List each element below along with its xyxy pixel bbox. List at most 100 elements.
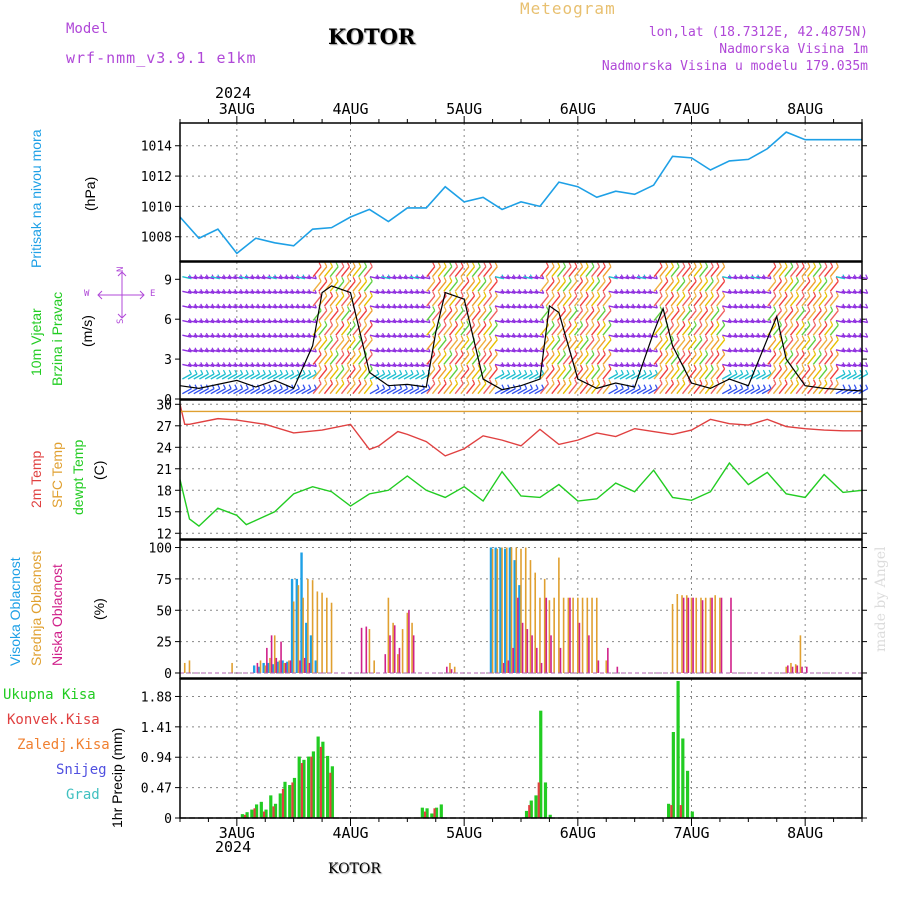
wind-barb — [693, 295, 703, 307]
wind-barb-tick — [318, 379, 322, 384]
wind-barb-tick — [659, 364, 663, 370]
wind-barb-tick — [449, 276, 453, 282]
wind-barb — [500, 319, 510, 324]
wind-barb — [239, 334, 249, 338]
wind-barb — [358, 310, 368, 321]
wind-barb — [704, 339, 714, 351]
wind-barb — [858, 319, 868, 324]
wind-barb-tick — [364, 262, 368, 267]
wind-barb — [477, 310, 487, 321]
wind-barb — [812, 295, 822, 307]
wind-barb — [233, 319, 243, 324]
y-tick-label: 1010 — [141, 200, 172, 215]
wind-barb — [284, 305, 294, 309]
wind-barb-tick — [466, 262, 470, 267]
wind-barb-tick — [716, 335, 720, 341]
wind-barb — [806, 280, 817, 292]
wind-barb — [517, 349, 527, 353]
wind-barb-tick — [773, 335, 777, 341]
wind-barb — [806, 324, 817, 336]
wind-barb — [772, 295, 782, 307]
wind-barb — [596, 339, 606, 351]
wind-barb-tick — [812, 335, 817, 341]
wind-barb — [710, 368, 720, 380]
wind-barb — [267, 275, 277, 280]
wind-barb — [806, 383, 817, 395]
wind-barb — [648, 373, 658, 380]
wind-barb-tick — [795, 364, 800, 370]
wind-barb — [642, 290, 652, 294]
wind-barb — [471, 295, 481, 307]
wind-barb — [625, 334, 635, 338]
wind-barb-tick — [585, 379, 589, 384]
wind-barb — [409, 373, 420, 380]
wind-barb-tick — [324, 335, 328, 341]
y-tick-label: 6 — [164, 313, 172, 328]
wind-barb — [199, 363, 209, 368]
wind-barb — [829, 295, 839, 307]
wind-barb — [193, 305, 203, 309]
wind-barb-tick — [676, 276, 680, 282]
wind-barb — [301, 319, 311, 324]
wind-barb — [426, 383, 436, 395]
wind-barb-tick — [574, 262, 578, 267]
wind-barb — [704, 383, 714, 395]
wind-barb-tick — [335, 379, 339, 384]
precip-bar — [307, 756, 311, 818]
wind-barb — [448, 295, 459, 307]
wind-barb — [835, 373, 846, 380]
wind-barb — [648, 305, 658, 309]
wind-barb — [403, 275, 414, 280]
precip-bar — [671, 732, 675, 818]
wind-barb — [523, 334, 533, 338]
wind-barb — [233, 334, 243, 338]
wind-barb — [312, 368, 322, 380]
wind-barb — [431, 295, 441, 307]
wind-barb-tick — [574, 379, 578, 384]
wind-barb — [727, 290, 738, 294]
wind-barb — [693, 266, 703, 278]
wind-barb — [494, 290, 505, 294]
wind-barb-tick — [830, 364, 834, 370]
wind-barb-tick — [670, 364, 674, 370]
wind-barb — [227, 290, 237, 294]
wind-barb-tick — [795, 291, 800, 297]
wind-barb-tick — [352, 276, 356, 282]
precip-bar — [288, 785, 292, 818]
wind-barb — [415, 275, 425, 280]
wind-barb — [744, 363, 755, 368]
wind-barb — [295, 290, 306, 294]
wind-barb — [403, 363, 414, 368]
wind-barb — [789, 295, 800, 307]
wind-barb — [182, 290, 192, 294]
wind-barb-tick — [853, 369, 857, 375]
wind-barb-tick — [807, 306, 811, 311]
wind-barb-tick — [346, 364, 351, 370]
wind-barb — [204, 363, 215, 368]
wind-barb-tick — [302, 369, 306, 375]
wind-barb-tick — [562, 350, 567, 355]
wind-barb — [352, 368, 362, 380]
wind-barb-tick — [795, 320, 800, 326]
wind-barb — [739, 290, 749, 294]
wind-barb — [295, 305, 306, 309]
wind-barb — [727, 275, 738, 280]
wind-barb-tick — [597, 276, 601, 282]
wind-barb — [653, 368, 663, 380]
wind-barb — [488, 266, 498, 278]
wind-barb — [488, 295, 498, 307]
wind-barb — [437, 295, 447, 307]
wind-barb — [307, 349, 317, 353]
wind-barb — [818, 368, 828, 380]
wind-barb-tick — [676, 350, 680, 355]
wind-barb — [375, 275, 385, 280]
wind-barb — [585, 368, 595, 380]
wind-barb — [216, 290, 226, 294]
wind-barb — [477, 266, 487, 278]
wind-barb-tick — [518, 384, 522, 389]
wind-barb — [545, 353, 555, 365]
precip-bar — [425, 808, 429, 818]
wind-barb — [619, 334, 630, 338]
wind-barb — [619, 363, 630, 368]
